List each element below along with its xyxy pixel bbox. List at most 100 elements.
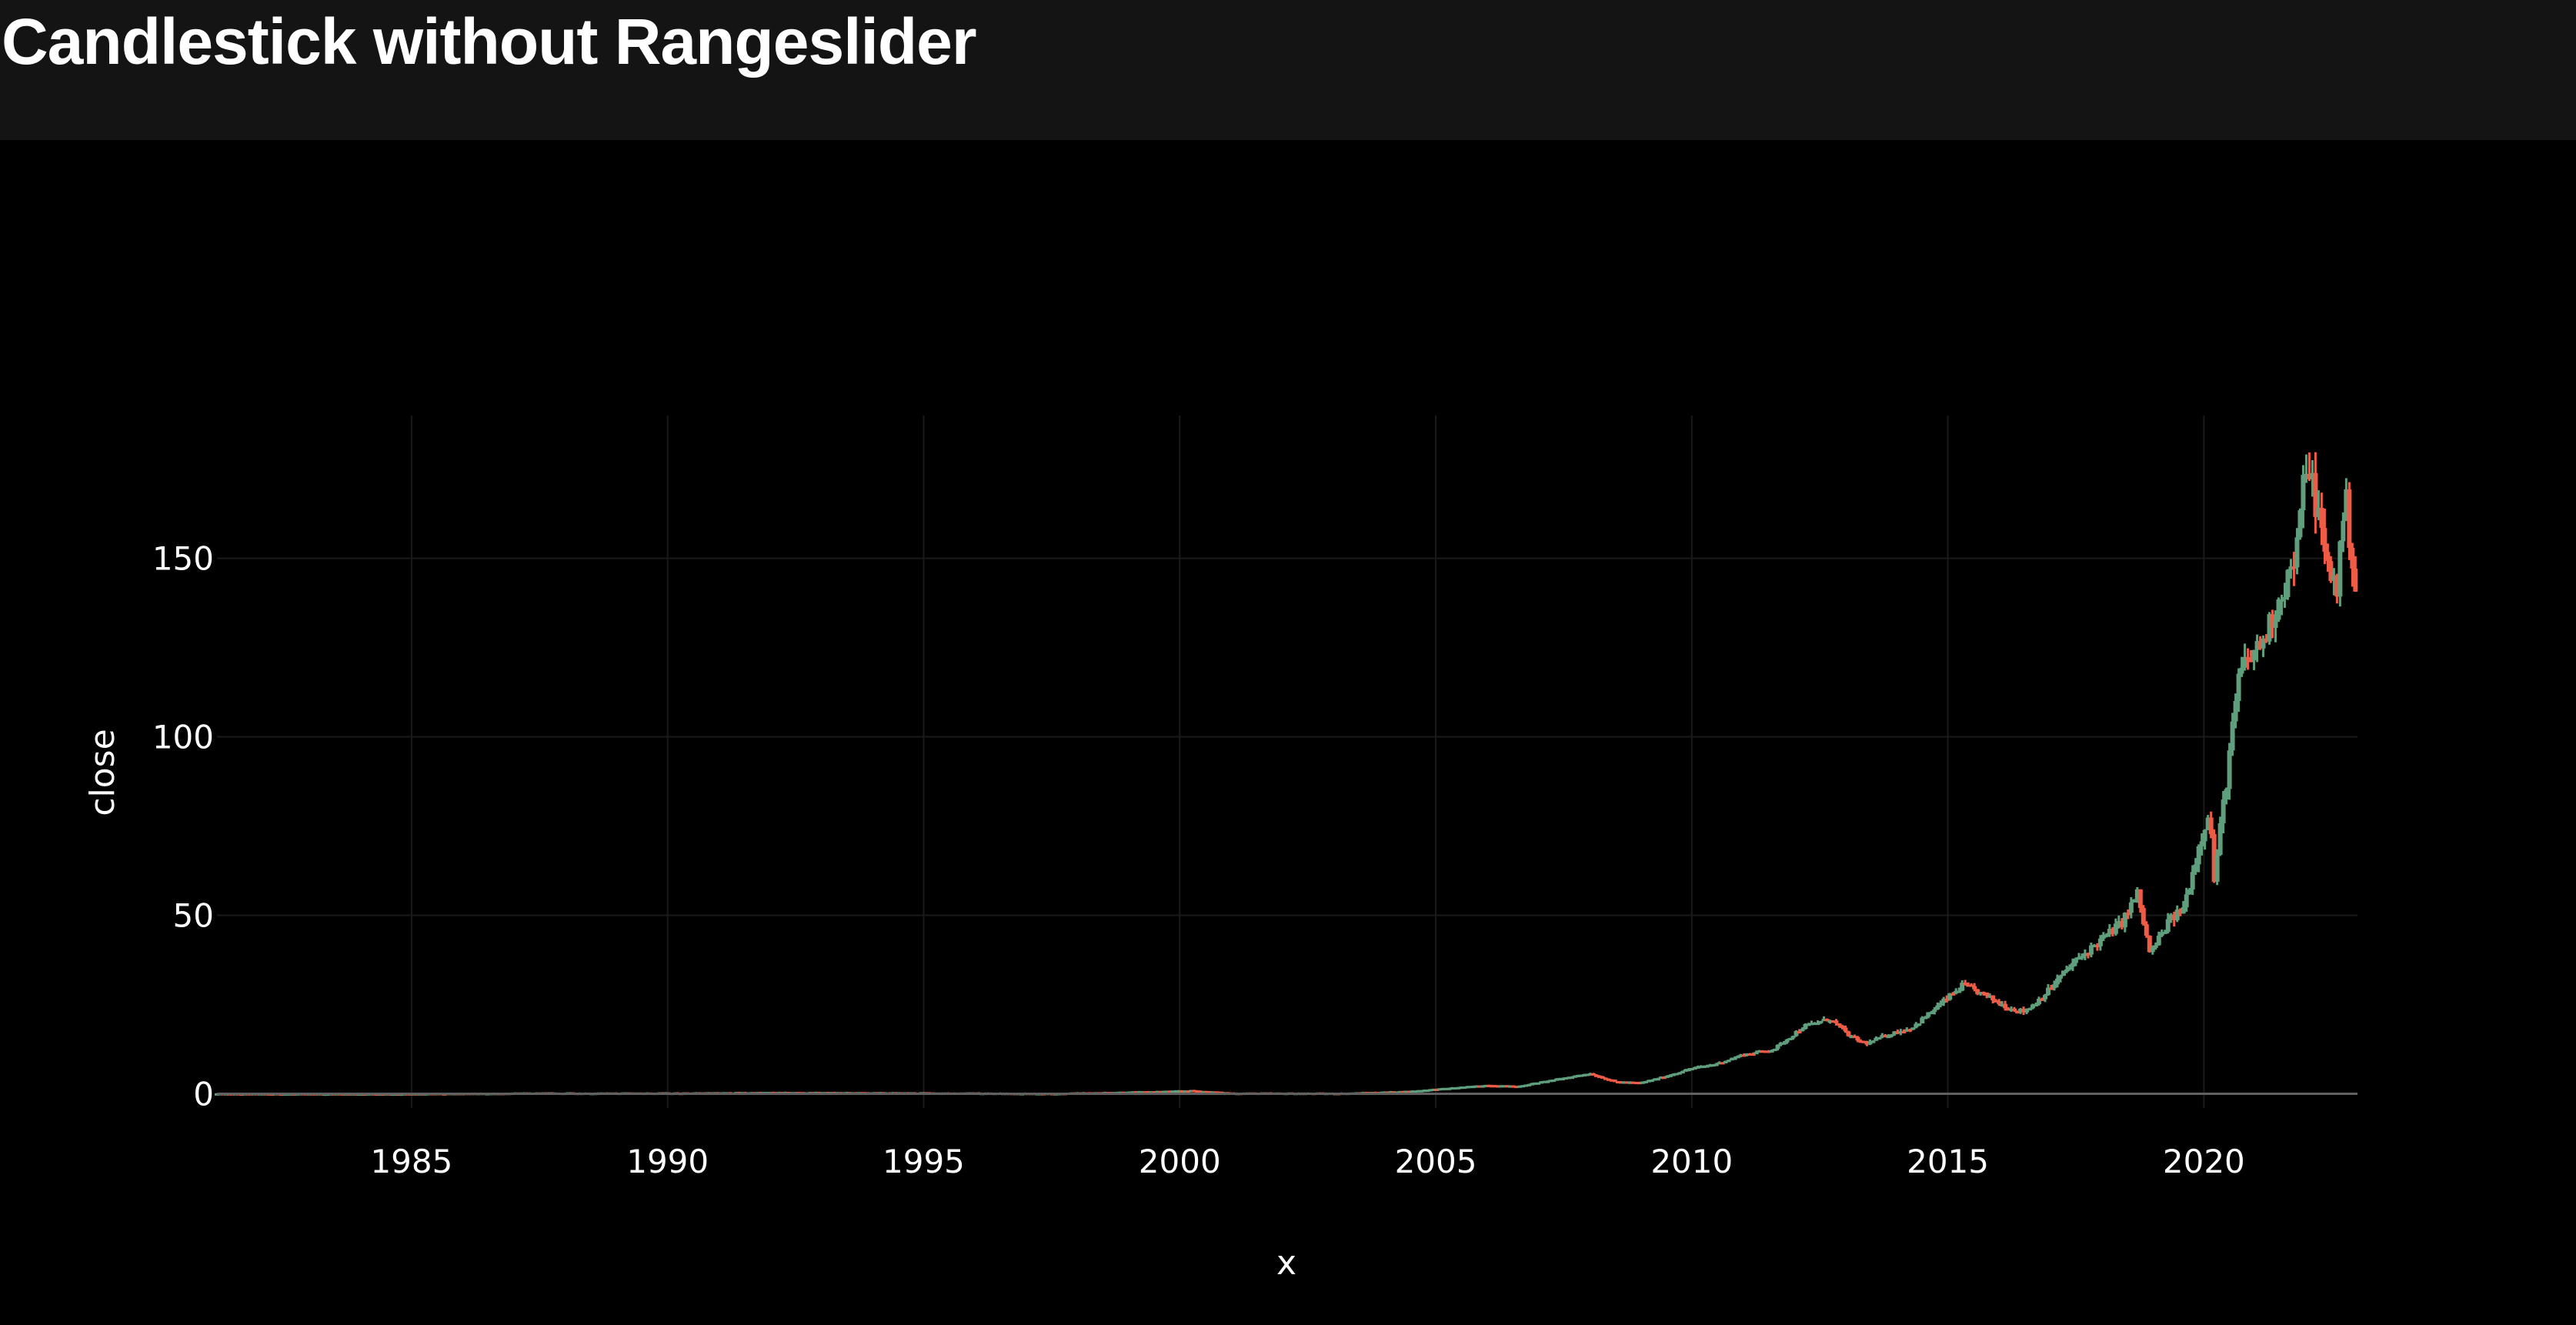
candle-body[interactable]	[1154, 1090, 1160, 1093]
candle-body[interactable]	[1557, 1078, 1563, 1081]
candle-body[interactable]	[2328, 561, 2334, 581]
candle-body[interactable]	[2322, 528, 2327, 552]
candle-body[interactable]	[1723, 1060, 1728, 1063]
candle-body[interactable]	[1800, 1029, 1805, 1032]
candle-body[interactable]	[1397, 1090, 1403, 1093]
candles[interactable]	[215, 452, 2358, 1096]
candle-body[interactable]	[1477, 1085, 1483, 1088]
candle-body[interactable]	[1898, 1030, 1904, 1034]
candle-body[interactable]	[2285, 569, 2291, 597]
candle-body[interactable]	[2116, 921, 2121, 924]
candle-body[interactable]	[1523, 1084, 1529, 1087]
candle-body[interactable]	[2000, 1003, 2005, 1006]
candle-body[interactable]	[2060, 970, 2066, 976]
candle-body[interactable]	[2267, 614, 2272, 642]
candle-body[interactable]	[1133, 1091, 1138, 1094]
candle-body[interactable]	[1406, 1090, 1412, 1093]
candle-body[interactable]	[1806, 1023, 1811, 1026]
candle-body[interactable]	[1508, 1085, 1513, 1088]
candle-body[interactable]	[1701, 1066, 1707, 1069]
candle-body[interactable]	[2119, 921, 2124, 928]
candle-body[interactable]	[1203, 1090, 1209, 1093]
candle-body[interactable]	[1981, 992, 1987, 995]
candle-body[interactable]	[1582, 1074, 1587, 1077]
candle-body[interactable]	[2015, 1010, 2020, 1013]
candle-body[interactable]	[2270, 614, 2275, 629]
candle-body[interactable]	[1136, 1091, 1141, 1094]
candle-body[interactable]	[2344, 489, 2349, 521]
candle-body[interactable]	[1465, 1086, 1470, 1089]
candle-body[interactable]	[1935, 1005, 1940, 1010]
candle-body[interactable]	[1188, 1090, 1193, 1093]
candle-body[interactable]	[2184, 894, 2189, 908]
candle-body[interactable]	[2347, 489, 2352, 548]
candle-body[interactable]	[1923, 1016, 1928, 1020]
candle-body[interactable]	[2341, 520, 2346, 542]
candle-body[interactable]	[2251, 649, 2257, 661]
candle-body[interactable]	[2034, 1004, 2039, 1007]
candle-body[interactable]	[2276, 599, 2281, 620]
candle-body[interactable]	[2187, 889, 2192, 895]
candle-body[interactable]	[1818, 1020, 1824, 1023]
candle-body[interactable]	[1527, 1083, 1532, 1086]
candle-body[interactable]	[2085, 953, 2090, 956]
candle-body[interactable]	[1206, 1091, 1212, 1094]
candle-body[interactable]	[2350, 547, 2355, 569]
candle-body[interactable]	[2264, 638, 2269, 642]
candle-body[interactable]	[1661, 1076, 1667, 1080]
candle-body[interactable]	[2319, 507, 2324, 529]
candle-body[interactable]	[1790, 1036, 1796, 1039]
candle-body[interactable]	[1877, 1037, 1882, 1040]
candle-body[interactable]	[1191, 1090, 1196, 1093]
candle-body[interactable]	[1735, 1056, 1740, 1059]
candle-body[interactable]	[2051, 984, 2057, 989]
candle-body[interactable]	[1954, 990, 1959, 994]
candle-body[interactable]	[1419, 1090, 1424, 1093]
candle-body[interactable]	[1624, 1081, 1630, 1084]
candle-body[interactable]	[2261, 638, 2266, 649]
candle-body[interactable]	[1210, 1091, 1215, 1094]
candle-body[interactable]	[1570, 1076, 1575, 1080]
candle-body[interactable]	[2205, 817, 2211, 830]
candle-body[interactable]	[2257, 641, 2263, 649]
candle-body[interactable]	[2181, 907, 2186, 914]
candle-body[interactable]	[1667, 1074, 1673, 1077]
candle-body[interactable]	[1775, 1044, 1780, 1050]
candle-body[interactable]	[1621, 1081, 1627, 1084]
candle-body[interactable]	[1459, 1086, 1464, 1090]
candle-body[interactable]	[1858, 1040, 1864, 1043]
candle-body[interactable]	[1994, 1000, 1999, 1003]
candle-body[interactable]	[2043, 995, 2048, 1000]
candle-body[interactable]	[1849, 1036, 1854, 1039]
candle-body[interactable]	[1483, 1084, 1489, 1087]
candle-body[interactable]	[1969, 984, 1974, 987]
candle-body[interactable]	[1563, 1077, 1569, 1080]
candle-body[interactable]	[1606, 1078, 1611, 1081]
candle-body[interactable]	[1545, 1080, 1550, 1083]
candle-body[interactable]	[2174, 909, 2180, 920]
candle-body[interactable]	[2202, 829, 2207, 842]
candle-body[interactable]	[1692, 1067, 1697, 1070]
candle-body[interactable]	[1590, 1073, 1596, 1076]
candle-body[interactable]	[2094, 945, 2100, 948]
candle-body[interactable]	[2193, 864, 2198, 873]
candle-body[interactable]	[1686, 1069, 1691, 1072]
candle-body[interactable]	[1713, 1063, 1719, 1066]
candle-body[interactable]	[1630, 1081, 1636, 1084]
candle-body[interactable]	[1947, 993, 1953, 1000]
candle-body[interactable]	[2254, 641, 2260, 650]
candle-body[interactable]	[1588, 1073, 1593, 1076]
candle-body[interactable]	[1637, 1082, 1642, 1085]
candle-body[interactable]	[1664, 1076, 1670, 1079]
candle-body[interactable]	[1612, 1080, 1617, 1083]
candle-body[interactable]	[2128, 902, 2134, 913]
candle-body[interactable]	[2049, 987, 2054, 990]
candle-body[interactable]	[1957, 990, 1962, 993]
candle-body[interactable]	[2003, 1003, 2008, 1009]
candle-body[interactable]	[1142, 1091, 1147, 1094]
candle-body[interactable]	[1609, 1079, 1614, 1082]
candle-body[interactable]	[1517, 1085, 1523, 1088]
candle-body[interactable]	[2282, 596, 2287, 599]
candle-body[interactable]	[1680, 1071, 1685, 1074]
candle-body[interactable]	[1846, 1031, 1851, 1036]
